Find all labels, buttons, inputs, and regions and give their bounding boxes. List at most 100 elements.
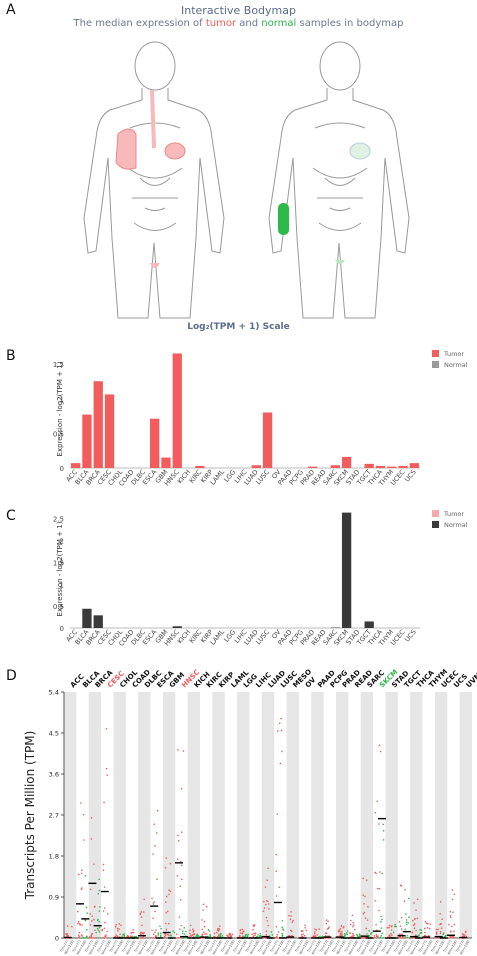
tumor-point-kich <box>189 929 191 932</box>
normal-point-tgct <box>408 897 410 900</box>
y-tick-label: 0.5 <box>53 603 64 611</box>
legend-swatch-tumor <box>432 350 439 357</box>
tumor-point-thca <box>413 937 416 939</box>
bar-thym <box>387 466 397 468</box>
normal-point-tgct <box>407 936 409 939</box>
tumor-point-gbm <box>168 893 170 896</box>
tumor-point-brca <box>89 888 92 891</box>
normal-point-luad <box>270 931 273 933</box>
tumor-point-brca <box>90 935 93 938</box>
tumor-point-gbm <box>165 912 167 914</box>
sample-size-label: N(n=128) <box>348 940 359 956</box>
sample-size-label: N(n=128) <box>311 940 322 956</box>
tumor-point-laml <box>231 933 234 936</box>
normal-point-tgct <box>405 913 407 915</box>
tumor-point-blca <box>80 869 83 872</box>
tumor-point-acc <box>66 933 68 935</box>
subtitle-part-3: and <box>236 18 262 29</box>
normal-organ-breast[interactable] <box>349 142 371 160</box>
tumor-point-brca <box>90 838 93 840</box>
bodymap-tumor-figure[interactable] <box>70 38 240 320</box>
bodymap-normal-figure[interactable] <box>255 38 425 320</box>
tumor-point-pcpg <box>326 928 329 930</box>
tumor-point-prad <box>339 930 341 932</box>
tumor-point-lusc <box>275 853 278 856</box>
tumor-point-cesc <box>106 774 109 777</box>
tumor-point-luad <box>265 916 268 919</box>
tumor-point-gbm <box>168 934 170 937</box>
tumor-point-kirc <box>203 931 205 933</box>
tumor-point-cesc <box>104 935 107 938</box>
tumor-point-thca <box>411 937 414 939</box>
bar-cesc <box>104 394 115 468</box>
tumor-point-prad <box>339 933 342 936</box>
tumor-point-acc <box>66 934 68 937</box>
tumor-point-lihc <box>253 932 255 935</box>
tumor-point-brca <box>89 913 91 915</box>
tumor-organ-cervix[interactable] <box>150 263 160 268</box>
tumor-point-ov <box>304 924 306 926</box>
bar-ucec <box>398 465 408 468</box>
tumor-point-sarc <box>364 895 366 898</box>
sample-size-label: T(n=77) <box>417 940 428 954</box>
tumor-point-cesc <box>103 927 106 930</box>
tumor-point-thca <box>413 918 416 920</box>
tumor-point-chol <box>118 928 121 930</box>
bar-hnsc <box>172 626 182 628</box>
tumor-point-cesc <box>103 801 105 804</box>
tumor-point-read <box>352 924 355 926</box>
tumor-point-gbm <box>165 895 168 898</box>
bodymap-title: Interactive Bodymap <box>181 4 296 17</box>
tumor-point-brca <box>90 934 93 937</box>
tumor-point-thym <box>424 931 426 934</box>
band-sarc <box>360 692 374 938</box>
sample-size-label: T(n=77) <box>343 940 354 954</box>
tumor-point-ucs <box>449 936 451 939</box>
sample-size-label: N(n=128) <box>187 940 198 956</box>
tumor-point-ucec <box>436 931 438 933</box>
y-tick-label: 0.9 <box>49 894 59 902</box>
tumor-point-esca <box>152 853 154 855</box>
tumor-organ-breast[interactable] <box>164 142 186 160</box>
tumor-point-kirc <box>201 934 203 936</box>
tumor-point-read <box>352 925 354 928</box>
sample-size-label: T(n=77) <box>219 940 230 954</box>
tumor-point-sarc <box>367 905 369 908</box>
tumor-point-ucec <box>439 912 441 915</box>
sample-size-label: N(n=128) <box>76 940 87 956</box>
tumor-point-lihc <box>253 924 256 926</box>
normal-point-sarc <box>368 935 370 937</box>
tumor-point-blca <box>78 937 81 939</box>
tumor-point-skcm <box>374 811 377 814</box>
tumor-point-brca <box>93 863 95 865</box>
tumor-point-kich <box>190 934 192 937</box>
sample-size-label: T(n=77) <box>294 940 305 954</box>
tumor-point-tgct <box>403 900 406 902</box>
normal-point-kirc <box>207 928 210 931</box>
panel-label-b: B <box>6 348 16 364</box>
tumor-organ-esophagus[interactable] <box>150 90 156 148</box>
tumor-point-lusc <box>275 870 278 873</box>
legend-label-tumor: Tumor <box>443 350 464 358</box>
sample-size-label: T(n=77) <box>133 940 144 954</box>
normal-point-esca <box>157 932 159 935</box>
tumor-point-prad <box>340 925 343 927</box>
tumor-point-brca <box>90 937 93 939</box>
normal-point-skcm <box>381 872 384 875</box>
tumor-point-meso <box>290 911 292 913</box>
sample-size-label: T(n=77) <box>59 940 70 954</box>
tumor-organ-lung[interactable] <box>115 128 137 170</box>
tumor-point-lusc <box>276 730 279 732</box>
tumor-point-ucs <box>453 930 455 933</box>
sample-size-label: N(n=128) <box>162 940 173 956</box>
normal-point-brca <box>95 931 97 934</box>
normal-organ-skin[interactable] <box>278 203 289 235</box>
tumor-point-thym <box>423 927 426 930</box>
sample-size-label: T(n=77) <box>158 940 169 954</box>
tumor-point-esca <box>151 929 153 932</box>
tumor-point-ucec <box>439 901 442 903</box>
normal-point-lgg <box>247 933 249 936</box>
normal-organ-bladder[interactable] <box>335 260 345 264</box>
tumor-point-stad <box>386 927 389 929</box>
sample-size-label: T(n=77) <box>182 940 193 954</box>
